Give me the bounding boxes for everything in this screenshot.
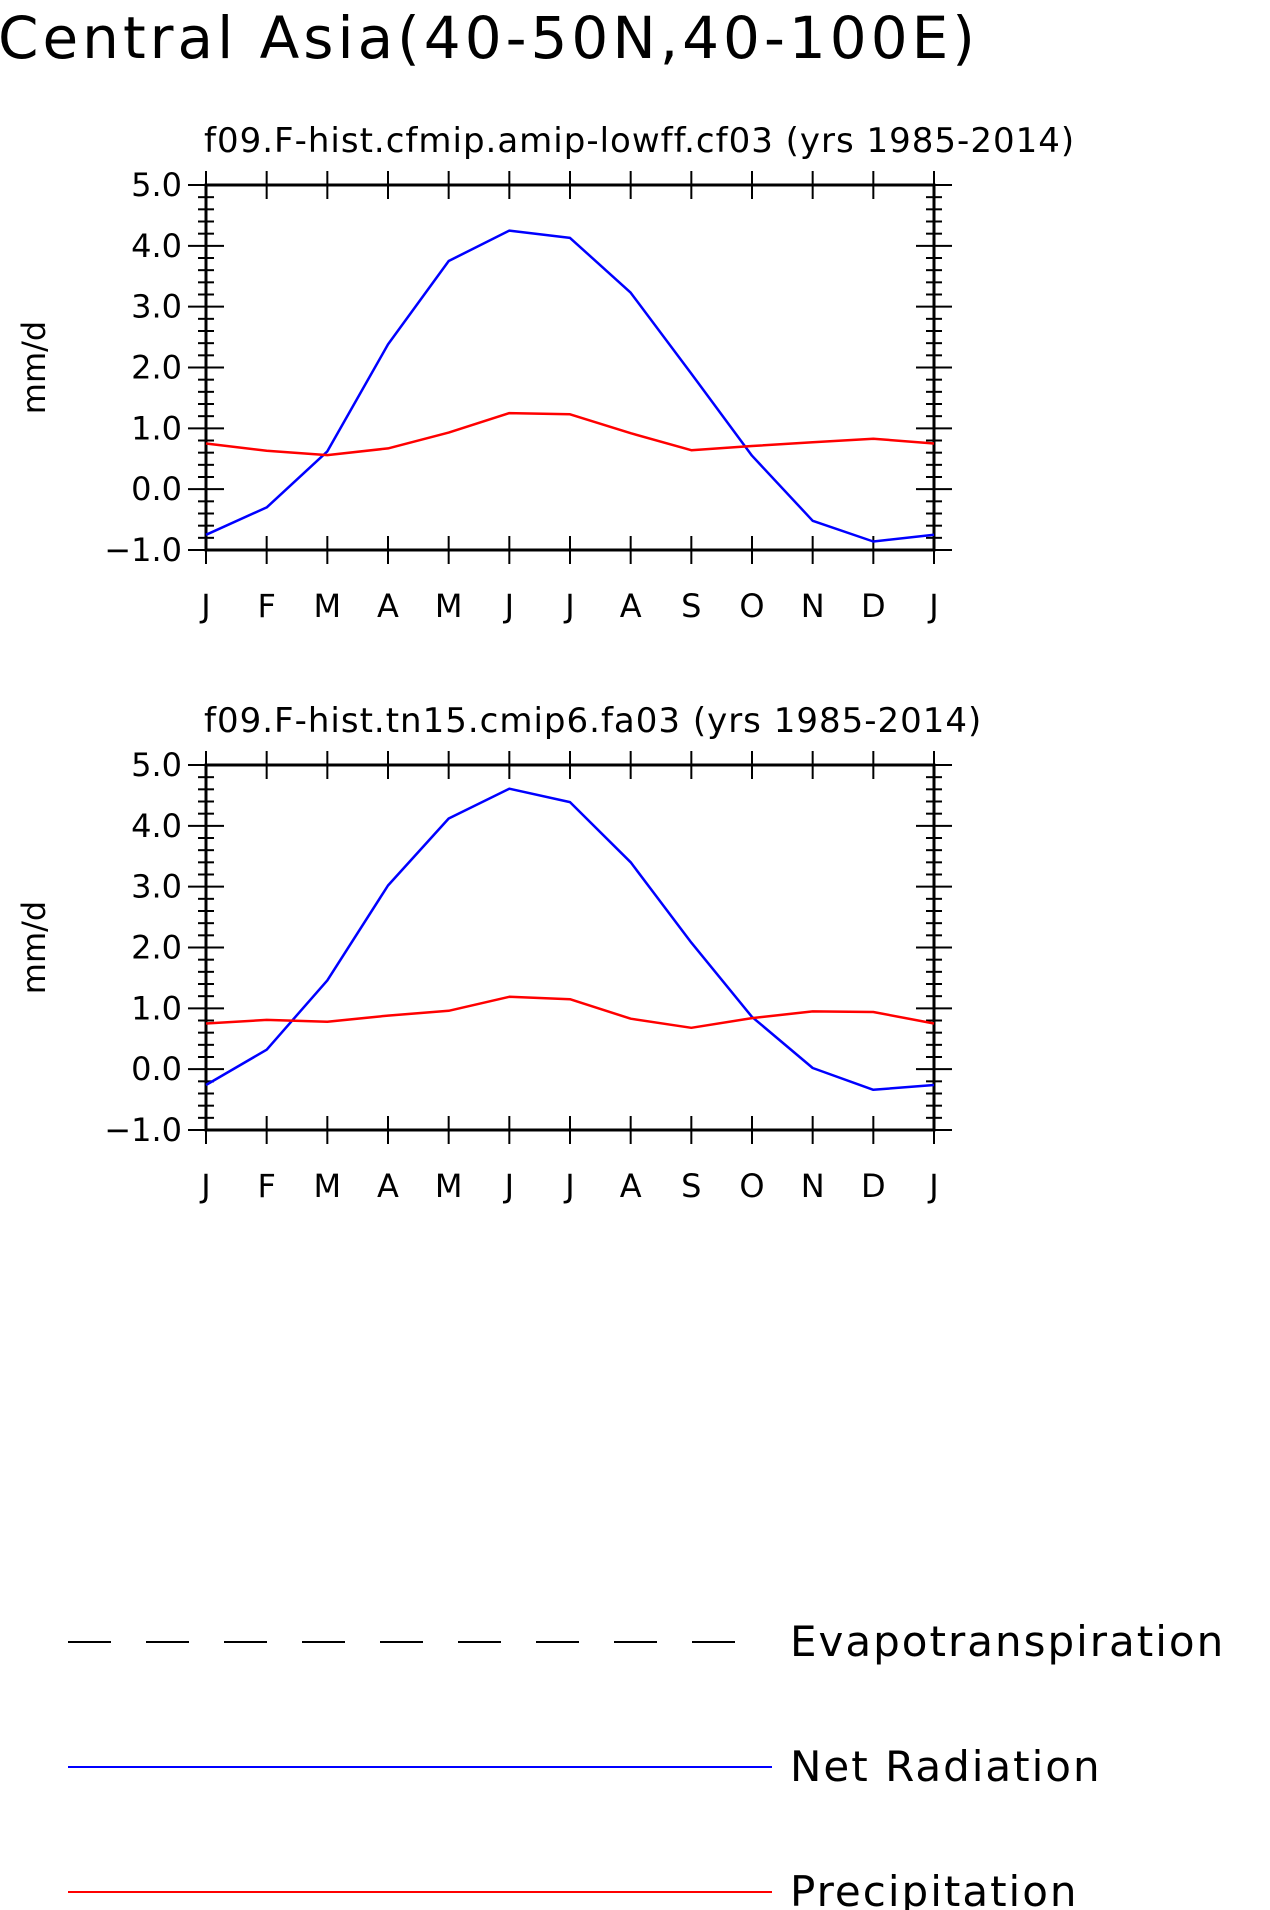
y-axis-label: mm/d [15, 321, 53, 414]
x-tick-label: D [861, 1167, 886, 1205]
x-tick-label: F [257, 587, 275, 625]
y-tick-label: 2.0 [131, 349, 182, 387]
x-tick-label: S [681, 587, 701, 625]
x-tick-label: J [503, 1167, 514, 1205]
legend-label-precipitation: Precipitation [790, 1867, 1079, 1910]
x-tick-label: M [314, 1167, 342, 1205]
y-tick-label: 1.0 [131, 409, 182, 447]
y-tick-label: 4.0 [131, 227, 182, 265]
x-tick-label: J [199, 587, 210, 625]
y-tick-label: 0.0 [131, 470, 182, 508]
y-tick-label: 1.0 [131, 989, 182, 1027]
x-tick-label: N [801, 1167, 825, 1205]
x-tick-label: M [435, 1167, 463, 1205]
legend-label-net-radiation: Net Radiation [790, 1742, 1102, 1791]
x-tick-label: O [739, 587, 764, 625]
x-tick-label: J [927, 587, 938, 625]
chart-title: f09.F-hist.cfmip.amip-lowff.cf03 (yrs 19… [204, 121, 1075, 161]
chart-panel-1: f09.F-hist.cfmip.amip-lowff.cf03 (yrs 19… [15, 121, 1075, 625]
chart-title: f09.F-hist.tn15.cmip6.fa03 (yrs 1985-201… [204, 701, 982, 741]
x-tick-label: A [377, 1167, 399, 1205]
x-tick-label: M [435, 587, 463, 625]
y-tick-label: 4.0 [131, 807, 182, 845]
chart-panels: f09.F-hist.cfmip.amip-lowff.cf03 (yrs 19… [15, 121, 1075, 1205]
y-tick-label: −1.0 [104, 531, 182, 569]
y-tick-label: 3.0 [131, 288, 182, 326]
series-line-net-radiation [205, 229, 935, 543]
y-tick-label: 5.0 [131, 166, 182, 204]
x-tick-label: J [503, 587, 514, 625]
series-line-precipitation [205, 995, 935, 1030]
series-line-precipitation [205, 411, 935, 457]
y-tick-label: 0.0 [131, 1050, 182, 1088]
x-tick-label: J [199, 1167, 210, 1205]
x-tick-label: N [801, 587, 825, 625]
x-tick-label: J [563, 587, 574, 625]
x-tick-label: A [377, 587, 399, 625]
y-tick-label: −1.0 [104, 1111, 182, 1149]
legend: Evapotranspiration Net Radiation Precipi… [68, 1617, 1225, 1910]
x-tick-label: J [563, 1167, 574, 1205]
x-tick-label: J [927, 1167, 938, 1205]
legend-label-evapotranspiration: Evapotranspiration [790, 1617, 1225, 1666]
figure-title: Central Asia(40-50N,40-100E) [0, 4, 979, 72]
y-tick-label: 5.0 [131, 746, 182, 784]
plot-frame [204, 183, 936, 552]
y-tick-label: 2.0 [131, 929, 182, 967]
x-tick-label: S [681, 1167, 701, 1205]
x-tick-label: A [620, 1167, 642, 1205]
x-tick-label: O [739, 1167, 764, 1205]
x-tick-label: A [620, 587, 642, 625]
y-axis-label: mm/d [15, 901, 53, 994]
y-tick-label: 3.0 [131, 868, 182, 906]
x-tick-label: F [257, 1167, 275, 1205]
x-tick-label: D [861, 587, 886, 625]
series-line-net-radiation [205, 787, 935, 1092]
x-tick-label: M [314, 587, 342, 625]
chart-panel-2: f09.F-hist.tn15.cmip6.fa03 (yrs 1985-201… [15, 701, 982, 1205]
plot-frame [204, 763, 936, 1132]
